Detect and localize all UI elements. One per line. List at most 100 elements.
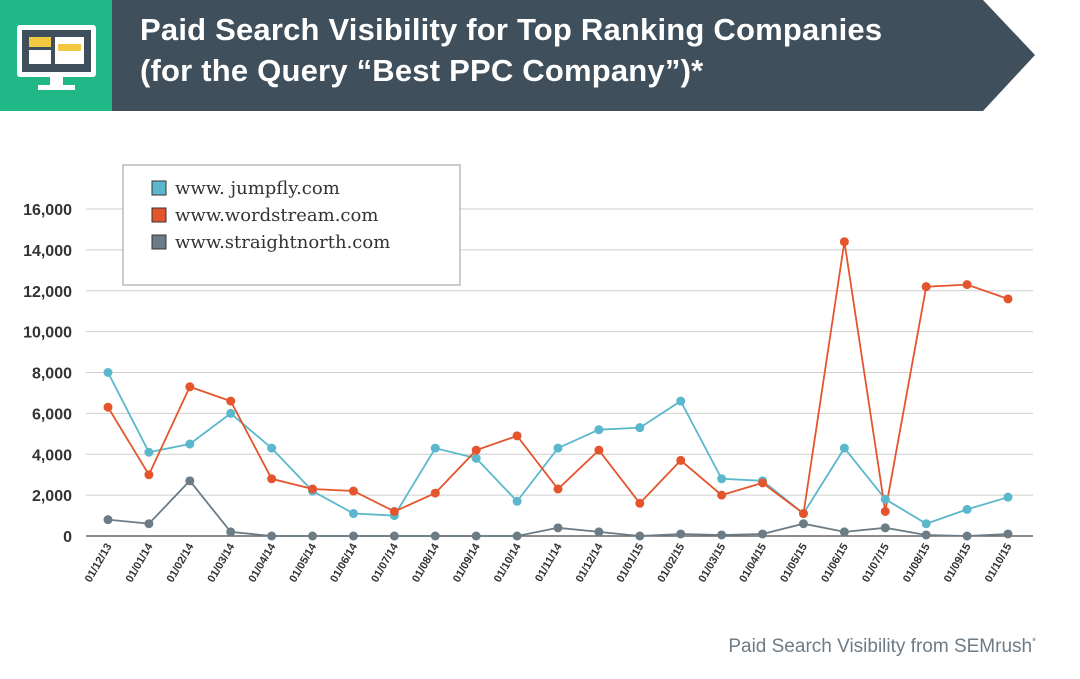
legend-swatch [151, 207, 167, 223]
data-point [430, 531, 440, 541]
legend-label: www.wordstream.com [175, 205, 378, 226]
y-tick-label: 0 [63, 529, 72, 546]
data-point [103, 402, 113, 412]
data-point [553, 523, 563, 533]
x-tick-label: 01/10/15 [983, 542, 1015, 585]
x-tick-label: 01/02/15 [656, 542, 688, 585]
data-point [348, 531, 358, 541]
data-point [962, 280, 972, 290]
data-point [471, 531, 481, 541]
x-tick-label: 01/09/15 [942, 542, 974, 585]
data-point [798, 519, 808, 529]
x-tick-label: 01/04/14 [246, 541, 278, 585]
data-point [758, 478, 768, 488]
data-point [594, 425, 604, 435]
data-point [921, 519, 931, 529]
data-point [880, 523, 890, 533]
x-tick-label: 01/11/14 [533, 541, 565, 584]
data-point [1003, 529, 1013, 539]
line-chart: 0 2,000 4,000 6,000 8,000 10,000 12,000 14,000 1… [23, 164, 1033, 585]
data-point [717, 490, 727, 500]
y-tick-label: 4,000 [32, 447, 72, 464]
y-tick-label: 6,000 [32, 406, 72, 423]
x-tick-label: 01/06/14 [328, 541, 360, 585]
y-axis: 0 2,000 4,000 6,000 8,000 10,000 12,000 14,000 1… [23, 202, 72, 546]
data-point [921, 530, 931, 540]
data-point [553, 484, 563, 494]
data-point [717, 474, 727, 484]
data-point [1003, 294, 1013, 304]
data-point [389, 531, 399, 541]
data-point [226, 408, 236, 418]
x-tick-label: 01/02/14 [165, 541, 197, 585]
data-point [185, 476, 195, 486]
y-tick-label: 2,000 [32, 488, 72, 505]
series-points [103, 237, 1013, 541]
data-point [185, 382, 195, 392]
data-point [308, 484, 318, 494]
data-point [717, 530, 727, 540]
x-tick-label: 01/03/14 [206, 541, 238, 585]
source-text: Paid Search Visibility from SEMrush [728, 636, 1033, 657]
data-point [512, 531, 522, 541]
data-point [267, 531, 277, 541]
y-tick-label: 12,000 [23, 284, 72, 301]
data-point [635, 531, 645, 541]
y-tick-label: 14,000 [23, 243, 72, 260]
data-point [676, 396, 686, 406]
legend-box [122, 164, 461, 286]
data-point [103, 368, 113, 377]
data-point [635, 498, 645, 508]
title-banner [112, 0, 1035, 111]
x-tick-label: 01/09/14 [451, 541, 483, 585]
data-point [1003, 492, 1013, 502]
data-point [758, 529, 768, 539]
y-tick-label: 8,000 [32, 366, 72, 383]
x-tick-label: 01/01/14 [124, 541, 156, 585]
x-tick-label: 01/03/15 [696, 542, 728, 585]
data-point [880, 506, 890, 516]
x-tick-label: 01/05/14 [287, 541, 319, 585]
x-tick-label: 01/01/15 [615, 542, 647, 585]
data-point [308, 531, 318, 541]
data-point [839, 237, 849, 247]
legend-swatch [151, 234, 167, 250]
monitor-icon [17, 25, 96, 90]
chart-title-line-1: Paid Search Visibility for Top Ranking C… [140, 12, 883, 47]
legend-label: www. jumpfly.com [175, 178, 340, 199]
source-note: Paid Search Visibility from SEMrush* [728, 636, 1036, 658]
source-mark: * [1032, 636, 1036, 648]
data-point [839, 527, 849, 537]
x-axis: 01/12/13 01/01/14 01/02/14 01/03/14 01/04/14… [83, 541, 1015, 585]
data-point [144, 447, 154, 457]
x-tick-label: 01/07/14 [369, 541, 401, 585]
data-point [594, 527, 604, 537]
data-point [430, 443, 440, 453]
data-point [267, 474, 277, 484]
chart-grid [86, 208, 1033, 537]
data-point [430, 488, 440, 498]
data-point [226, 396, 236, 406]
data-point [962, 504, 972, 514]
header-banner: Paid Search Visibility for Top Ranking C… [0, 0, 1080, 111]
data-point [676, 455, 686, 465]
data-point [471, 453, 481, 463]
x-tick-label: 01/10/14 [492, 541, 524, 585]
data-point [348, 486, 358, 496]
data-point [471, 445, 481, 455]
data-point [839, 443, 849, 453]
x-tick-label: 01/05/15 [778, 542, 810, 585]
x-tick-label: 01/07/15 [860, 542, 892, 585]
x-tick-label: 01/04/15 [737, 542, 769, 585]
x-tick-label: 01/08/15 [901, 542, 933, 585]
legend-swatch [151, 180, 167, 196]
chart-legend: www. jumpfly.com www.wordstream.com www.st… [122, 164, 461, 286]
y-tick-label: 16,000 [23, 202, 72, 219]
x-tick-label: 01/08/14 [410, 541, 442, 585]
header-background [0, 0, 1035, 111]
x-tick-label: 01/12/13 [83, 542, 115, 585]
data-point [635, 423, 645, 433]
data-point [921, 282, 931, 292]
data-point [880, 494, 890, 504]
x-tick-label: 01/06/15 [819, 542, 851, 585]
